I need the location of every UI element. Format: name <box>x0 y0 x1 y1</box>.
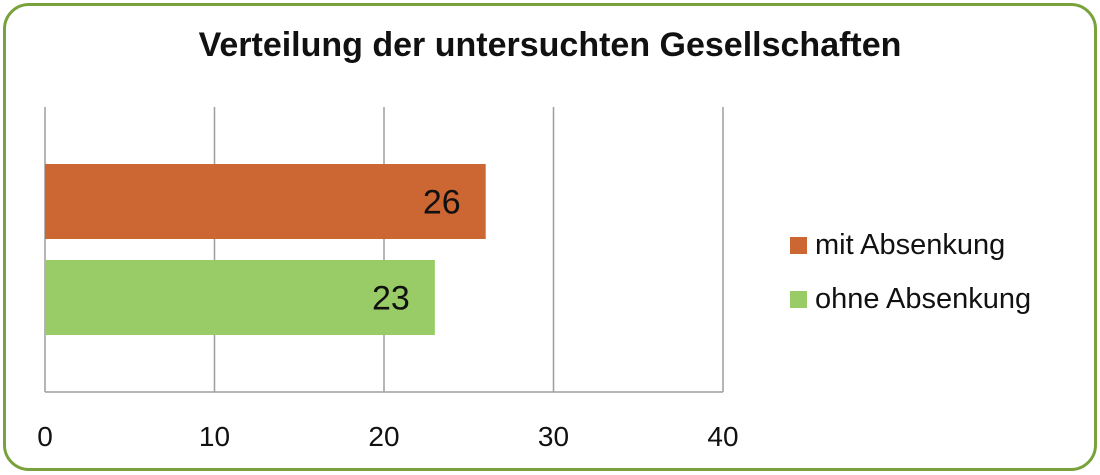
bar-ohne-absenkung <box>45 260 435 335</box>
x-tick-label-10: 10 <box>199 421 230 452</box>
legend-label-ohne-absenkung: ohne Absenkung <box>815 282 1032 315</box>
tick-layer: 0 10 20 30 40 <box>37 421 738 452</box>
legend-swatch-ohne-absenkung <box>790 290 807 308</box>
x-tick-label-20: 20 <box>368 421 399 452</box>
data-label-ohne-absenkung: 23 <box>372 280 410 318</box>
bar-layer: 26 23 <box>45 164 486 335</box>
legend: mit Absenkung ohne Absenkung <box>790 228 1031 336</box>
data-label-mit-absenkung: 26 <box>423 184 461 222</box>
grid-layer <box>44 107 724 393</box>
bar-mit-absenkung <box>45 164 486 239</box>
legend-item-mit-absenkung: mit Absenkung <box>790 228 1031 262</box>
legend-label-mit-absenkung: mit Absenkung <box>815 228 1006 261</box>
legend-swatch-mit-absenkung <box>790 236 807 254</box>
x-tick-label-40: 40 <box>707 421 738 452</box>
x-tick-label-0: 0 <box>37 421 53 452</box>
x-tick-label-30: 30 <box>538 421 569 452</box>
chart-title: Verteilung der untersuchten Gesellschaft… <box>198 26 902 64</box>
legend-item-ohne-absenkung: ohne Absenkung <box>790 282 1031 316</box>
